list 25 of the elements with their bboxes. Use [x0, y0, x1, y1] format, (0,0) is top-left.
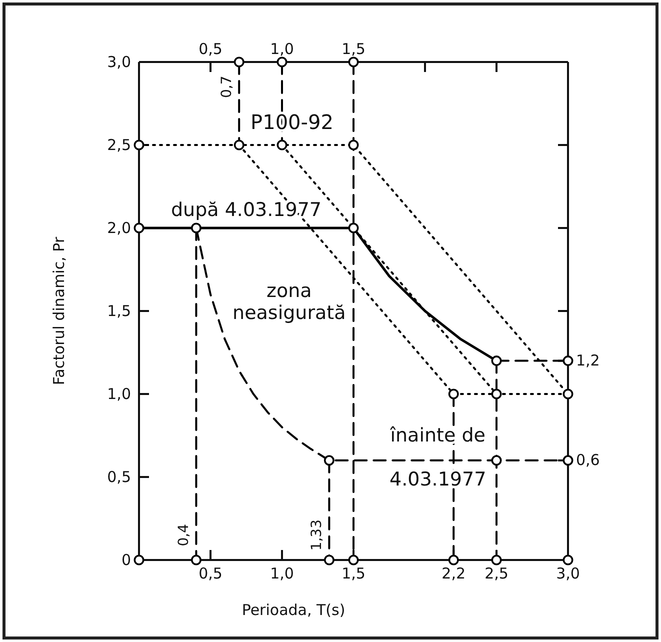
x-axis-title: Perioada, T(s)	[242, 601, 346, 619]
annotation: zona neasigurată	[232, 280, 346, 324]
y2-tick-label: 0,6	[576, 451, 600, 470]
x-tick-label: 0,5	[198, 564, 222, 583]
x2-tick-label: 1,5	[342, 40, 366, 58]
annotation: 1,33	[309, 520, 326, 551]
x2-tick-label: 1,0	[270, 40, 294, 58]
y2-tick-label: 1,2	[576, 352, 600, 370]
x-tick-label: 3,0	[556, 564, 580, 583]
y-tick-label: 2,5	[107, 136, 131, 154]
annotation: după 4.03.1977	[170, 199, 322, 221]
y-tick-label: 0,5	[107, 468, 131, 486]
x-tick-label: 2,2	[442, 564, 466, 583]
annotation: 0,7	[218, 76, 235, 98]
y-tick-label: 0	[121, 550, 131, 569]
x-tick-label: 1,0	[270, 564, 294, 583]
y-tick-label: 2,0	[107, 218, 131, 237]
y-tick-label: 1,0	[107, 384, 131, 403]
x2-tick-label: 0,5	[198, 40, 222, 58]
x-tick-label: 1,5	[342, 564, 366, 583]
annotation: 0,4	[176, 524, 192, 546]
x-tick-label: 2,5	[484, 564, 508, 583]
y-tick-label: 1,5	[107, 302, 131, 320]
y-axis-title: Factorul dinamic, Pr	[50, 236, 68, 386]
y-tick-label: 3,0	[107, 52, 131, 71]
